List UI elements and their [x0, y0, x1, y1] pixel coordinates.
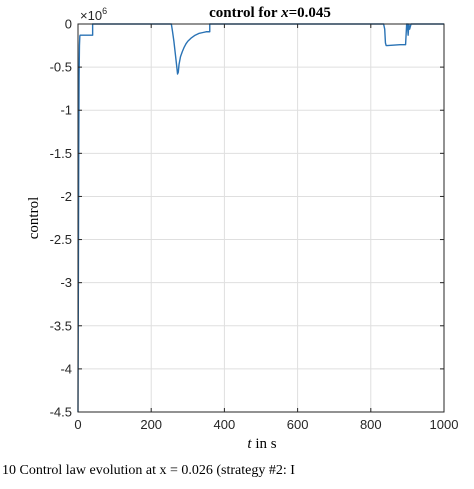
- x-axis-label: t in s: [247, 436, 276, 452]
- figure-caption: 10 Control law evolution at x = 0.026 (s…: [2, 463, 295, 478]
- chart-title: control for x=0.045: [209, 5, 331, 21]
- x-tick-label: 1000: [430, 417, 459, 432]
- y-tick-label: -2.5: [50, 232, 72, 247]
- control-series-line: [77, 23, 444, 413]
- x-tick-label: 600: [287, 417, 309, 432]
- x-tick-label: 200: [140, 417, 162, 432]
- y-tick-label: -3: [60, 275, 72, 290]
- grid-lines: [77, 23, 445, 413]
- y-tick-label: -4.5: [50, 405, 72, 420]
- y-exponent-label: ×106: [80, 6, 107, 23]
- plot-area: [78, 24, 444, 412]
- y-tick-label: -0.5: [50, 60, 72, 75]
- y-tick-labels: 0 -0.5 -1 -1.5 -2 -2.5 -3 -3.5 -4 -4.5: [50, 17, 72, 420]
- x-tick-labels: 0 200 400 600 800 1000: [74, 417, 458, 432]
- y-tick-label: -1: [60, 103, 72, 118]
- y-tick-label: -3.5: [50, 318, 72, 333]
- y-tick-label: -2: [60, 189, 72, 204]
- series-layer: [77, 23, 444, 413]
- y-axis-label: control: [26, 197, 42, 240]
- y-tick-label: -4: [60, 361, 72, 376]
- y-tick-label: 0: [65, 17, 72, 32]
- x-tick-label: 400: [214, 417, 236, 432]
- x-tick-label: 0: [74, 417, 81, 432]
- axis-ticks: [77, 23, 445, 413]
- plot-frame: [77, 23, 445, 413]
- x-tick-label: 800: [360, 417, 382, 432]
- y-tick-label: -1.5: [50, 146, 72, 161]
